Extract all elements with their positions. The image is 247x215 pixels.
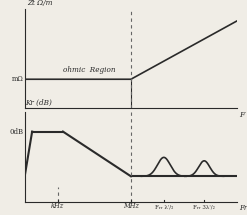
Text: F: F xyxy=(239,111,245,120)
Text: Kr (dB): Kr (dB) xyxy=(25,99,52,107)
Text: ohmic  Region: ohmic Region xyxy=(63,66,115,74)
Text: MHz: MHz xyxy=(123,202,139,210)
Text: kHz: kHz xyxy=(51,202,64,210)
Text: 0dB: 0dB xyxy=(10,127,24,136)
Text: Zt Ω/m: Zt Ω/m xyxy=(27,0,52,7)
Text: Fᵣᵣ λ'/₂: Fᵣᵣ λ'/₂ xyxy=(155,204,173,209)
Text: Frequ.: Frequ. xyxy=(239,204,247,212)
Text: Fᵣᵣ 3λ'/₂: Fᵣᵣ 3λ'/₂ xyxy=(193,204,215,209)
Text: mΩ: mΩ xyxy=(12,75,24,83)
